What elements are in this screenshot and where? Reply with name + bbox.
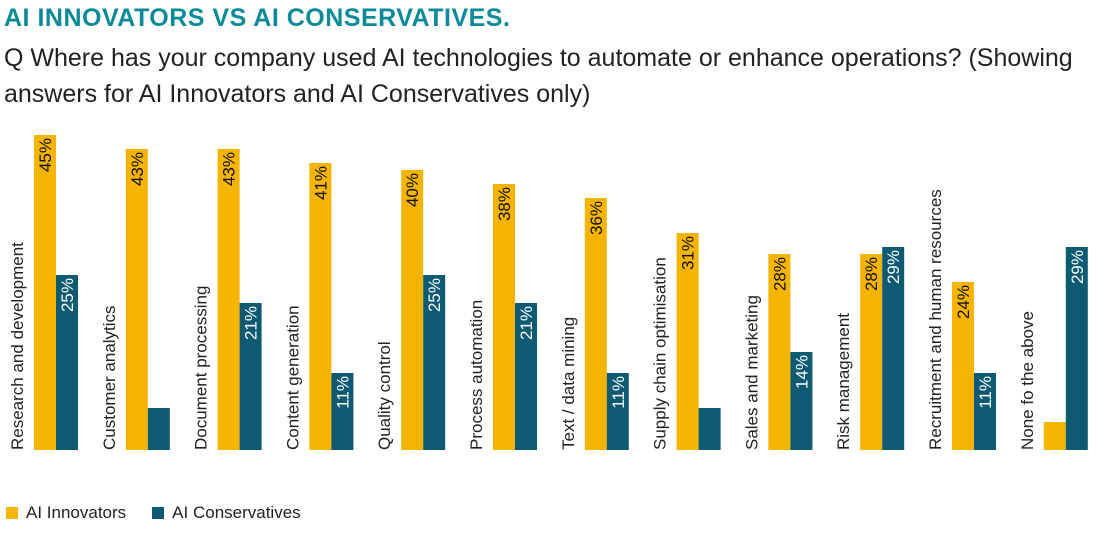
category-label: Customer analytics (100, 305, 119, 450)
bar-conservatives (331, 373, 354, 450)
bar-conservatives (56, 275, 78, 450)
category-label: Sales and marketing (742, 295, 761, 450)
data-label: 45% (36, 138, 55, 172)
category-label: None fo the above (1018, 311, 1037, 450)
data-label: 41% (311, 166, 330, 200)
bar-innovators (34, 135, 56, 450)
bar-conservatives (1065, 247, 1088, 450)
legend-label-innovators: AI Innovators (26, 503, 127, 522)
category-label: Research and development (8, 242, 27, 450)
bar-innovators (768, 254, 791, 450)
bar-conservatives (698, 408, 721, 450)
bar-innovators (860, 254, 883, 450)
bar-innovators (952, 282, 974, 450)
data-label: 43% (128, 152, 147, 186)
bar-innovators (217, 149, 240, 450)
bar-innovators (309, 163, 332, 450)
bar-innovators (584, 198, 607, 450)
bar-innovators (401, 170, 424, 450)
bar-conservatives (515, 303, 537, 450)
bar-chart: Research and development 45% 25% Customer a… (8, 135, 1088, 450)
category-label: Risk management (834, 313, 853, 450)
legend-item-conservatives: AI Conservatives (152, 503, 301, 523)
chart-title: AI INNOVATORS VS AI CONSERVATIVES. (4, 4, 511, 32)
bar-innovators (493, 184, 515, 450)
data-label: 25% (58, 278, 77, 312)
legend-swatch-conservatives (152, 507, 165, 519)
bar-innovators (676, 233, 699, 450)
data-label: 31% (679, 236, 698, 270)
bar-conservatives (790, 352, 813, 450)
data-label: 14% (792, 355, 811, 389)
data-label: 29% (1068, 250, 1087, 284)
category-label: Process automation (467, 300, 486, 450)
category-label: Text / data mining (559, 317, 578, 450)
legend-item-innovators: AI Innovators (6, 503, 126, 523)
legend: AI Innovators AI Conservatives (6, 503, 327, 523)
data-label: 36% (587, 201, 606, 235)
data-label: 21% (242, 306, 261, 340)
category-label: Recruitment and human resources (926, 189, 945, 450)
data-label: 40% (403, 173, 422, 207)
legend-label-conservatives: AI Conservatives (172, 503, 301, 522)
chart-subtitle: Q Where has your company used AI technol… (4, 44, 1073, 108)
data-label: 11% (609, 376, 628, 409)
category-label: Supply chain optimisation (651, 257, 670, 450)
bar-innovators (125, 149, 148, 450)
legend-swatch-innovators (6, 507, 18, 519)
bar-conservatives (882, 247, 905, 450)
category-label: Content generation (283, 305, 302, 450)
data-label: 11% (976, 376, 995, 409)
bar-conservatives (147, 408, 170, 450)
data-label: 38% (495, 187, 514, 221)
data-label: 28% (770, 257, 789, 291)
data-label: 24% (954, 285, 973, 319)
data-label: 21% (517, 306, 536, 340)
data-label: 11% (333, 376, 352, 409)
bar-innovators (1043, 422, 1066, 450)
category-label: Document processing (192, 286, 211, 450)
data-label: 25% (425, 278, 444, 312)
data-label: 29% (884, 250, 903, 284)
bar-conservatives (974, 373, 996, 450)
bar-conservatives (239, 303, 262, 450)
bar-conservatives (423, 275, 446, 450)
data-label: 43% (220, 152, 239, 186)
data-label: 28% (862, 257, 881, 291)
category-label: Quality control (375, 341, 394, 450)
bar-conservatives (606, 373, 629, 450)
